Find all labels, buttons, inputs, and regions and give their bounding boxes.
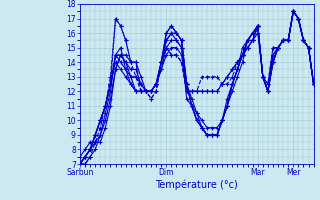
X-axis label: Température (°c): Température (°c) [156, 180, 238, 190]
